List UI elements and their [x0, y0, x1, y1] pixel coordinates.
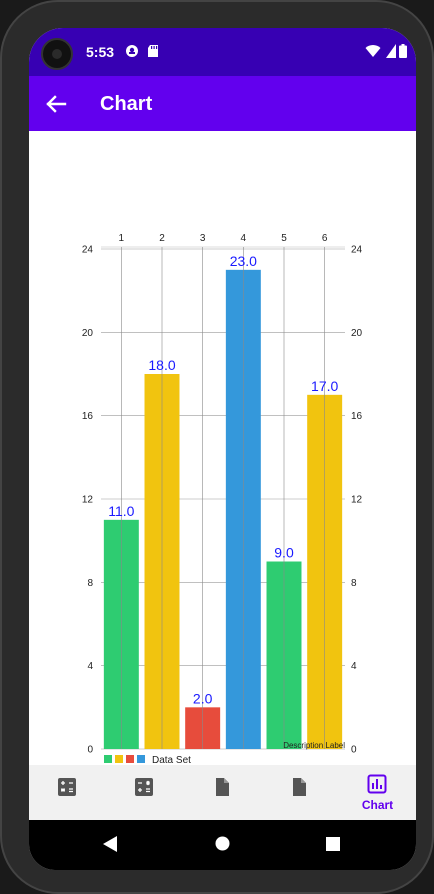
system-home-icon[interactable]	[215, 836, 230, 851]
calculator-icon	[57, 777, 77, 797]
legend-swatch	[115, 755, 123, 763]
nav-item-calculator-1[interactable]	[29, 765, 106, 820]
y-tick-label-right: 0	[351, 745, 357, 756]
system-navigation-bar	[29, 820, 416, 870]
sd-card-icon	[146, 44, 160, 58]
document-icon	[212, 777, 232, 797]
y-tick-label-left: 0	[87, 745, 93, 756]
status-time: 5:53	[86, 44, 114, 60]
data-label: 11.0	[108, 503, 134, 519]
data-label: 23.0	[230, 253, 257, 269]
y-tick-label-right: 12	[351, 495, 363, 506]
bottom-navigation: Chart	[29, 765, 416, 820]
y-tick-label-left: 24	[82, 245, 94, 256]
legend-label: Data Set	[152, 755, 191, 765]
y-tick-label-left: 8	[87, 578, 93, 589]
legend-swatch	[126, 755, 134, 763]
nav-item-document-1[interactable]	[184, 765, 261, 820]
bar-chart-icon	[367, 774, 387, 794]
data-label: 2.0	[193, 690, 213, 706]
wifi-icon	[365, 44, 381, 58]
x-tick-label: 1	[119, 233, 125, 244]
nav-label-chart: Chart	[339, 798, 416, 812]
y-tick-label-right: 20	[351, 328, 363, 339]
data-label: 17.0	[311, 378, 338, 394]
status-bar: 5:53	[29, 28, 416, 76]
signal-icon	[386, 44, 396, 58]
x-tick-label: 3	[200, 233, 206, 244]
battery-icon	[399, 44, 407, 58]
nav-item-chart[interactable]: Chart	[339, 765, 416, 820]
y-tick-label-right: 16	[351, 411, 363, 422]
description-label: Description Label	[283, 741, 345, 750]
nav-item-document-2[interactable]	[261, 765, 338, 820]
legend-swatch	[137, 755, 145, 763]
x-tick-label: 5	[281, 233, 287, 244]
y-tick-label-right: 24	[351, 245, 363, 256]
x-tick-label: 6	[322, 233, 328, 244]
app-bar: Chart	[29, 76, 416, 131]
y-tick-label-left: 4	[87, 661, 93, 672]
y-tick-label-left: 12	[82, 495, 94, 506]
nav-item-calculator-2[interactable]	[106, 765, 183, 820]
x-tick-label: 4	[241, 233, 247, 244]
notification-icon	[125, 44, 139, 58]
legend-swatch	[104, 755, 112, 763]
calculator-icon	[134, 777, 154, 797]
system-back-icon[interactable]	[102, 835, 118, 853]
page-title: Chart	[100, 93, 152, 116]
data-label: 9.0	[274, 545, 294, 561]
screen: 5:53 Chart 0 0 4 4 8 8 12 12 16 16 20 20 24 24 1 2	[29, 28, 416, 870]
x-tick-label: 2	[159, 233, 165, 244]
back-arrow-icon[interactable]	[39, 87, 73, 121]
system-recents-icon[interactable]	[326, 837, 340, 851]
camera-icon	[41, 38, 73, 70]
data-label: 18.0	[148, 357, 175, 373]
y-tick-label-right: 4	[351, 661, 357, 672]
y-tick-label-right: 8	[351, 578, 357, 589]
y-tick-label-left: 20	[82, 328, 94, 339]
document-icon	[289, 777, 309, 797]
y-tick-label-left: 16	[82, 411, 94, 422]
